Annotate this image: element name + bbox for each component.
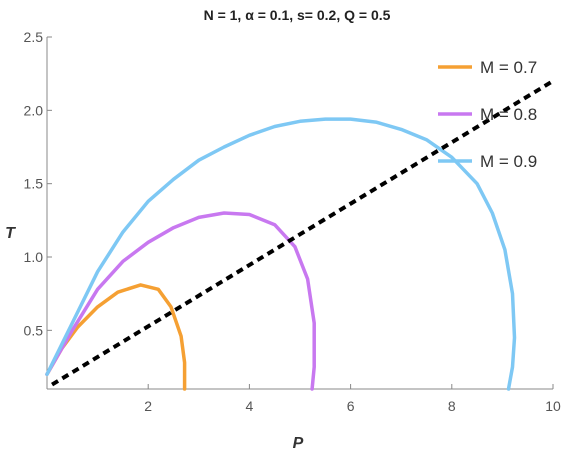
legend-label: M = 0.9 [480,152,537,171]
series-line [45,117,517,391]
y-axis-ticks: 0.5 1.0 1.5 2.0 2.5 [24,29,52,338]
series-lines [45,117,517,391]
y-tick-label: 1.0 [24,249,44,265]
legend-label: M = 0.8 [480,105,537,124]
chart-title: N = 1, α = 0.1, s= 0.2, Q = 0.5 [204,7,391,23]
y-tick-label: 2.5 [24,29,44,45]
plot-frame [46,37,553,390]
legend-label: M = 0.7 [480,58,537,77]
y-tick-label: 2.0 [24,102,44,118]
y-tick-label: 0.5 [24,322,44,338]
legend: M = 0.7 M = 0.8 M = 0.9 [438,58,537,171]
x-tick-label: 8 [448,398,456,414]
y-axis-label: T [5,225,16,242]
x-axis-ticks: 2 4 6 8 10 [144,384,561,414]
reference-line [51,79,555,387]
x-axis-label: P [293,435,304,452]
x-tick-label: 6 [347,398,355,414]
series-line [45,283,187,391]
series-line [45,211,316,391]
x-tick-label: 4 [246,398,254,414]
x-tick-label: 10 [545,398,561,414]
x-tick-label: 2 [144,398,152,414]
reference-line-group [51,79,555,387]
y-tick-label: 1.5 [24,176,44,192]
